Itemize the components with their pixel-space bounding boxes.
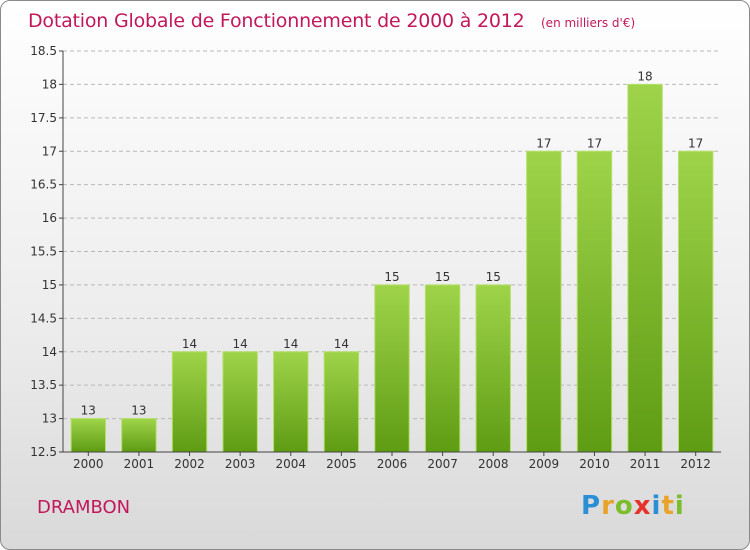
y-tick-label: 13.5 [30,378,57,392]
x-tick-label: 2008 [478,457,509,471]
y-tick-label: 15.5 [30,245,57,259]
logo-letter: i [674,491,685,521]
x-tick-label: 2009 [529,457,560,471]
x-tick-label: 2004 [275,457,306,471]
chart-subtitle: (en milliers d'€) [541,16,636,30]
y-tick-label: 18.5 [30,44,57,58]
bar-2003 [222,351,258,453]
y-tick-label: 17.5 [30,111,57,125]
x-tick-label: 2001 [124,457,155,471]
data-label: 14 [182,337,197,351]
data-labels: 13 13 14 14 14 14 15 15 15 17 17 18 17 [81,69,704,417]
y-tick-label: 16.5 [30,178,57,192]
bar-2004 [273,351,309,453]
axes: 12.5 13 13.5 14 14.5 15 15.5 16 16.5 17 17.5 18 18.5… [30,44,721,471]
data-label: 17 [536,136,551,150]
data-label: 13 [81,404,96,418]
data-label: 14 [283,337,298,351]
y-tick-label: 14 [42,345,57,359]
logo-letter: P [581,491,602,521]
y-tick-label: 18 [42,77,57,91]
x-tick-label: 2012 [680,457,711,471]
x-tick-label: 2007 [427,457,458,471]
bar-2009 [526,150,562,453]
y-tick-label: 15 [42,278,57,292]
data-label: 13 [131,404,146,418]
bar-2012 [677,150,714,453]
x-tick-label: 2010 [579,457,610,471]
bar-2000 [70,418,107,453]
x-tick-label: 2002 [174,457,205,471]
x-tick-label: 2011 [630,457,661,471]
x-tick-label: 2006 [377,457,408,471]
commune-name: DRAMBON [37,497,131,518]
bar-2005 [323,351,360,453]
chart-title: Dotation Globale de Fonctionnement de 20… [28,10,525,32]
bar-2008 [475,284,511,453]
logo-letter: o [614,491,634,521]
data-label: 15 [384,270,399,284]
data-label: 14 [233,337,248,351]
data-label: 18 [637,69,652,83]
data-label: 17 [587,136,602,150]
y-tick-label: 17 [42,144,57,158]
logo-letter: r [601,491,615,521]
bar-2001 [121,418,157,453]
data-label: 15 [435,270,450,284]
proxiti-logo: Proxiti [581,491,685,521]
x-tick-label: 2005 [326,457,357,471]
data-label: 14 [334,337,349,351]
bar-2006 [374,284,410,453]
y-tick-label: 16 [42,211,57,225]
bars [70,83,714,453]
x-tick-label: 2003 [225,457,256,471]
bar-2007 [424,284,461,453]
x-tick-label: 2000 [73,457,104,471]
logo-letter: i [651,491,662,521]
bar-2010 [576,150,613,453]
logo-letter: t [661,491,675,521]
bar-2002 [171,351,208,453]
data-label: 17 [688,136,703,150]
data-label: 15 [486,270,501,284]
y-tick-label: 14.5 [30,311,57,325]
y-tick-label: 12.5 [30,445,57,459]
logo-letter: x [633,491,652,521]
bar-2011 [627,83,663,453]
y-tick-label: 13 [42,412,57,426]
